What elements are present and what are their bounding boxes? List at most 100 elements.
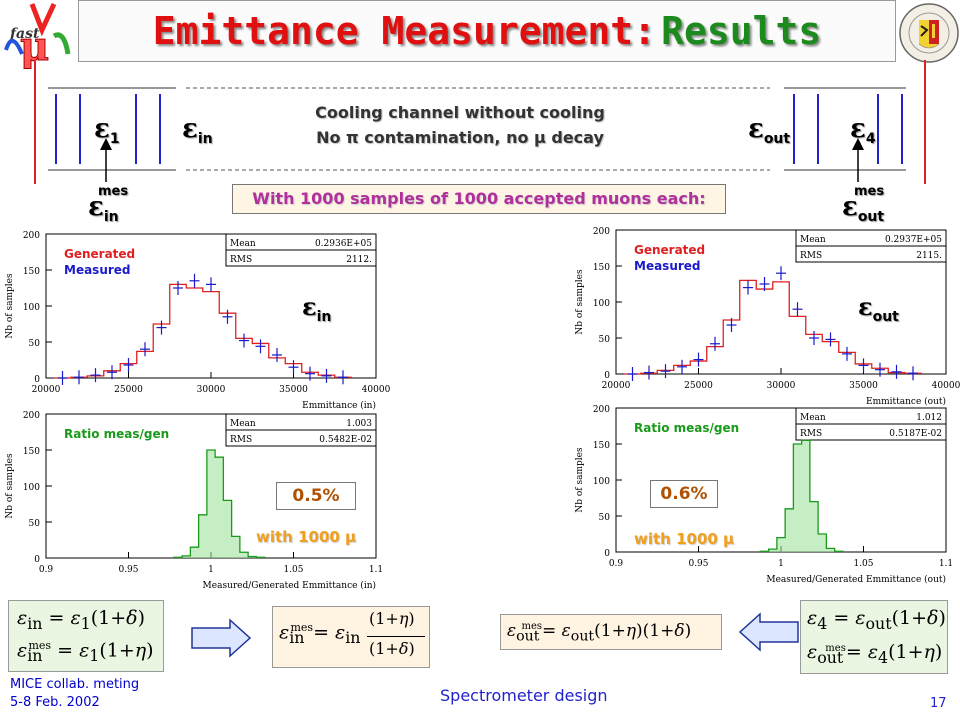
y-tick-label: 200 — [23, 231, 40, 241]
stats-rms-label: RMS — [800, 429, 822, 439]
title-part1: Emittance Measurement: — [152, 9, 657, 53]
y-tick-label: 0 — [604, 549, 610, 559]
stats-rms-value: 0.5187E-02 — [889, 429, 942, 439]
legend-entry: Generated — [64, 247, 135, 261]
legend-entry: Measured — [634, 259, 701, 273]
mes-left-sup: mes — [98, 184, 129, 199]
y-tick-label: 0 — [604, 371, 610, 381]
right-red-marker — [924, 60, 926, 184]
formula-eps-in-mes-ratio: εinmes= εin — [279, 621, 361, 648]
footer-center: Spectrometer design — [440, 686, 608, 705]
chart-emittance-out: 0 50 100 150 200 20000 25000 30000 35000 40000 Emm… — [575, 227, 960, 407]
fast-mu-logo: fast μ — [2, 0, 76, 71]
stats-mean-label: Mean — [230, 239, 256, 249]
stats-mean-label: Mean — [230, 419, 256, 429]
x-tick-label: 1 — [778, 559, 784, 569]
y-tick-label: 50 — [599, 513, 611, 523]
y-tick-label: 50 — [29, 519, 41, 529]
arrow-left-icon — [738, 612, 799, 652]
cooling-channel-schematic — [48, 87, 906, 182]
epsilon-in-mes: mes εin — [88, 184, 129, 225]
formula-box-mid-left: εinmes= εin (1+η) (1+δ) — [272, 606, 430, 668]
y-tick-label: 100 — [23, 303, 40, 313]
formula-eps4: ε4 = εout(1+δ) — [807, 607, 946, 633]
x-tick-label: 1.05 — [283, 565, 303, 575]
x-tick-label: 25000 — [114, 385, 143, 395]
y-tick-label: 100 — [593, 477, 610, 487]
epsilon-1: ε1 — [94, 114, 120, 148]
x-tick-label: 30000 — [767, 381, 796, 391]
formula-eps-out-mes: εoutmes= εout(1+η)(1+δ) — [507, 621, 692, 645]
stats-mean-label: Mean — [800, 413, 826, 423]
footer-left-line2: 5-8 Feb. 2002 — [10, 695, 100, 710]
plot-in-eps-sub: in — [316, 308, 332, 325]
x-axis-label: Emmittance (in) — [302, 400, 376, 411]
y-axis-label: Nb of samples — [5, 453, 15, 519]
stats-mean-value: 0.2936E+05 — [315, 239, 372, 249]
epsilon-out: εout — [748, 114, 791, 148]
slide-title: Emittance Measurement: Results — [78, 0, 896, 62]
svg-text:fast: fast — [9, 26, 40, 42]
arrow-right-icon — [191, 618, 252, 658]
formula-box-mid-right: εoutmes= εout(1+η)(1+δ) — [500, 614, 722, 650]
stats-mean-value: 1.012 — [916, 413, 942, 423]
mes-right-sup: mes — [854, 184, 885, 199]
stats-mean-label: Mean — [800, 235, 826, 245]
mes-right-sub: out — [857, 209, 885, 225]
y-tick-label: 200 — [593, 227, 610, 237]
footer-conference: MICE collab. meting 5-8 Feb. 2002 — [10, 676, 139, 712]
geneva-university-seal — [898, 0, 960, 66]
x-tick-label: 0.95 — [688, 559, 708, 569]
y-tick-label: 200 — [23, 411, 40, 421]
epsilon-out-sub: out — [763, 131, 791, 148]
x-axis-label: Measured/Generated Emmittance (in) — [203, 580, 376, 591]
legend-entry: Ratio meas/gen — [64, 427, 169, 441]
x-axis-label: Measured/Generated Emmittance (out) — [766, 574, 946, 585]
stats-rms-value: 2115. — [916, 251, 942, 261]
with-1000-out: with 1000 μ — [634, 530, 735, 548]
legend-entry: Generated — [634, 243, 705, 257]
formula-eps-in: εin = ε1(1+δ) — [17, 607, 146, 633]
x-tick-label: 40000 — [362, 385, 390, 395]
legend-entry: Ratio meas/gen — [634, 421, 739, 435]
epsilon-out-mes: mes εout — [842, 184, 885, 225]
y-axis-label: Nb of samples — [575, 269, 585, 335]
y-tick-label: 50 — [599, 335, 611, 345]
x-tick-label: 30000 — [197, 385, 226, 395]
y-axis-label: Nb of samples — [5, 273, 15, 339]
epsilon-in: εin — [182, 114, 213, 148]
epsilon-in-sub: in — [197, 131, 213, 148]
footer-left-line1: MICE collab. meting — [10, 677, 140, 692]
mes-left-sub: in — [103, 209, 119, 225]
percent-out-box: 0.6% — [650, 480, 718, 508]
series-0-histogram — [173, 449, 266, 558]
x-tick-label: 1 — [208, 565, 214, 575]
y-tick-label: 150 — [23, 267, 40, 277]
chart-ratio-out: 0 50 100 150 200 0.9 0.95 1 1.05 1.1 Measured/Gene… — [575, 405, 953, 585]
y-tick-label: 0 — [34, 555, 40, 565]
x-tick-label: 1.1 — [369, 565, 383, 575]
stats-rms-label: RMS — [800, 251, 822, 261]
formula-eps-out-mes-4: εoutmes= ε4(1+η) — [807, 641, 943, 667]
series-0-histogram — [624, 279, 922, 375]
cooling-channel-line1: Cooling channel without cooling — [315, 103, 605, 122]
y-tick-label: 100 — [593, 299, 610, 309]
samples-banner: With 1000 samples of 1000 accepted muons… — [232, 184, 726, 214]
stats-mean-value: 0.2937E+05 — [885, 235, 942, 245]
plot-in-eps-label: εin — [302, 292, 332, 325]
legend-entry: Measured — [64, 263, 131, 277]
y-tick-label: 150 — [23, 447, 40, 457]
x-tick-label: 25000 — [684, 381, 713, 391]
x-tick-label: 1.1 — [939, 559, 953, 569]
x-tick-label: 20000 — [32, 385, 61, 395]
y-tick-label: 150 — [593, 263, 610, 273]
x-tick-label: 35000 — [279, 385, 308, 395]
page-number: 17 — [930, 696, 947, 711]
x-tick-label: 1.05 — [853, 559, 873, 569]
x-tick-label: 0.9 — [609, 559, 624, 569]
x-tick-label: 0.9 — [39, 565, 54, 575]
formula-box-left: εin = ε1(1+δ) εinmes = ε1(1+η) — [8, 600, 164, 672]
x-tick-label: 35000 — [849, 381, 878, 391]
title-part2: Results — [661, 9, 822, 53]
with-1000-in: with 1000 μ — [256, 528, 357, 546]
